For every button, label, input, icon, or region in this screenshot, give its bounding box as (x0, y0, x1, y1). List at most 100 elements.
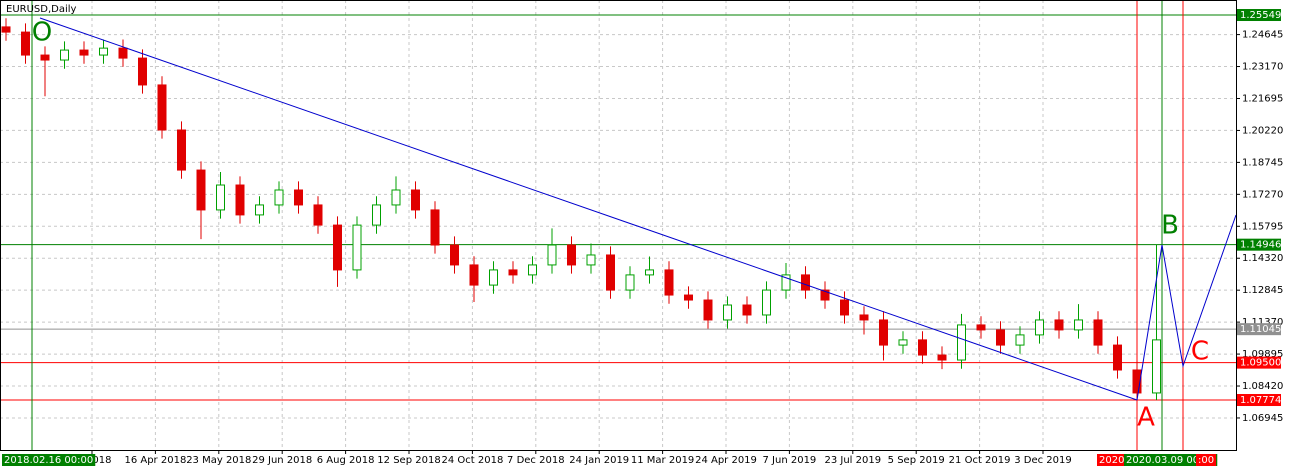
candle-body (957, 324, 966, 361)
marker-label: 2020.03.09 00:00 (1126, 455, 1215, 466)
x-tick-label: 7 Dec 2018 (507, 455, 565, 466)
abc-projection (1136, 214, 1237, 401)
x-tick-label: 24 Jan 2019 (569, 455, 629, 466)
candle-body (79, 49, 89, 56)
candle-body (684, 294, 693, 301)
candle-body (255, 204, 264, 216)
plot-frame (0, 0, 1237, 451)
wave-label: O (32, 18, 52, 48)
candle-body (450, 244, 459, 266)
marker-tag (1097, 454, 1130, 466)
candle-body (918, 339, 927, 356)
marker-tag (2, 454, 96, 466)
candle-body (40, 54, 50, 61)
grid (0, 0, 1236, 450)
candle-body (586, 254, 596, 266)
candle-body (801, 274, 810, 291)
price-tag-label: 1.14946 (1240, 240, 1281, 251)
candle-body (157, 84, 167, 131)
candle-body (1132, 369, 1142, 394)
candle-body (99, 47, 108, 56)
candle-body (469, 264, 479, 286)
marker-tag (1124, 454, 1218, 466)
x-tick-label: 29 Jun 2018 (252, 455, 312, 466)
candle-body (1074, 319, 1083, 331)
x-tick-label: 23 May 2018 (186, 455, 251, 466)
candle-body (528, 264, 537, 276)
y-tick-label: 1.20220 (1242, 125, 1283, 136)
candle-body (762, 289, 771, 316)
y-tick-label: 1.23170 (1242, 62, 1283, 73)
candle-body (645, 269, 654, 276)
candle-body (1, 26, 11, 33)
y-tick-label: 1.11370 (1242, 317, 1283, 328)
candle-body (333, 224, 342, 271)
candle-body (625, 274, 635, 291)
candle-body (391, 189, 401, 206)
y-tick-label: 1.08420 (1242, 381, 1283, 392)
candle-body (196, 169, 206, 211)
x-tick-label: 16 Apr 2018 (124, 455, 186, 466)
candle-body (177, 129, 186, 171)
candle-body (820, 289, 830, 301)
candles (1, 18, 1161, 401)
y-tick-label: 1.18745 (1242, 157, 1283, 168)
candle-body (430, 209, 440, 246)
x-tick-label: 6 Aug 2018 (317, 455, 375, 466)
marker-tag (1196, 454, 1217, 466)
candle-body (313, 204, 323, 226)
y-tick-label: 1.21695 (1242, 93, 1283, 104)
y-tick-label: 1.09895 (1242, 349, 1283, 360)
x-tick-label: 5 Sep 2019 (888, 455, 945, 466)
price-tag-label: 1.11045 (1240, 324, 1281, 335)
y-tick-label: 1.12845 (1242, 285, 1283, 296)
price-tag (1237, 394, 1281, 407)
x-tick-label: 24 Oct 2018 (441, 455, 503, 466)
candle-body (1152, 339, 1161, 394)
candle-body (859, 314, 869, 321)
price-tag (1237, 238, 1281, 251)
x-tick-label: 23 Jul 2019 (824, 455, 881, 466)
marker-label: 2018.02.16 00:00 (4, 455, 93, 466)
candle-body (411, 189, 420, 211)
trend-line (39, 17, 1138, 401)
price-tag (1237, 323, 1281, 336)
y-tick-label: 1.06945 (1242, 413, 1283, 424)
candle-body (567, 244, 576, 266)
candle-body (274, 189, 284, 206)
price-tag-label: 1.07774 (1240, 395, 1281, 406)
candle-body (372, 204, 381, 226)
candle-body (879, 319, 888, 346)
candle-body (703, 299, 713, 321)
candle-body (216, 184, 225, 211)
candle-body (781, 274, 791, 291)
candle-body (723, 304, 732, 321)
candle-body (664, 269, 674, 296)
price-tag-label: 1.25549 (1240, 10, 1281, 21)
candle-body (1035, 319, 1044, 336)
candle-body (489, 269, 498, 286)
x-tick-label: 24 Apr 2019 (695, 455, 757, 466)
annotations: O A B C (32, 18, 1209, 433)
chart-title: EURUSD,Daily (6, 4, 77, 15)
candle-body (118, 47, 128, 59)
candle-body (976, 324, 986, 331)
price-tag (1237, 9, 1281, 22)
price-tag (1237, 356, 1281, 369)
candle-body (508, 269, 518, 276)
candle-body (898, 339, 908, 346)
candle-body (294, 189, 303, 206)
wave-label: C (1191, 337, 1209, 367)
candle-body (1093, 319, 1103, 346)
candle-body (235, 184, 245, 216)
marker-label: :00 (1198, 455, 1214, 466)
candle-body (606, 254, 615, 291)
price-tag-label: 1.09500 (1240, 358, 1281, 369)
marker-label: 2020. (1099, 455, 1128, 466)
x-tick-label: 12 Sep 2018 (377, 455, 440, 466)
candle-body (1015, 334, 1025, 346)
candle-body (138, 57, 147, 86)
candle-body (996, 329, 1005, 346)
candle-body (60, 49, 69, 61)
levels (0, 0, 1236, 450)
